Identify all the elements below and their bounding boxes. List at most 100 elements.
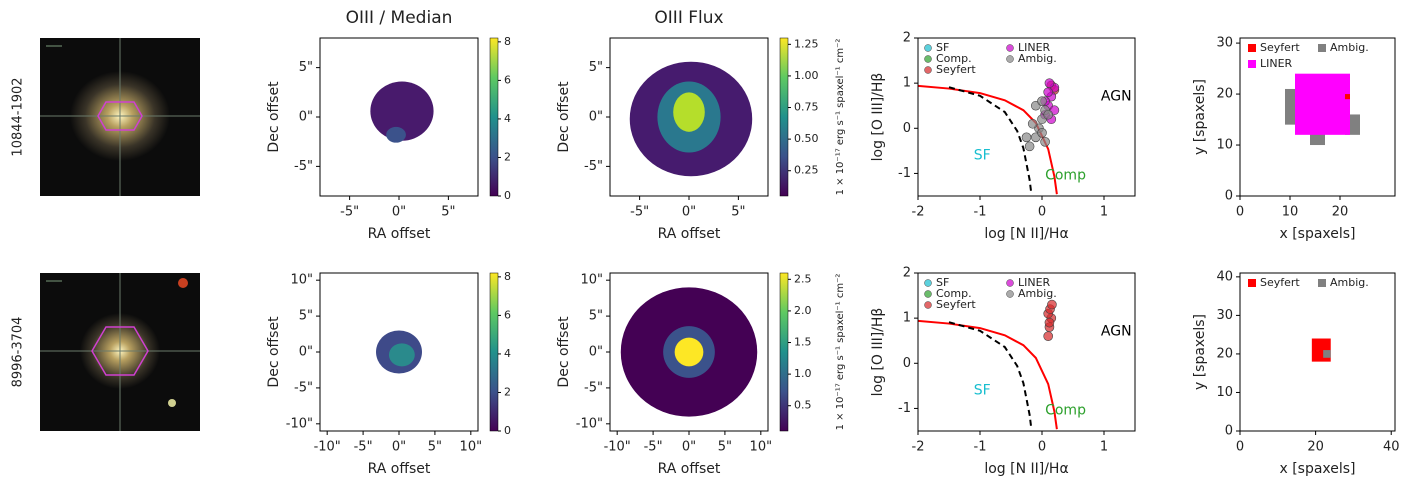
- legend-marker: [924, 279, 932, 287]
- row-label: 8996-3704: [11, 317, 26, 388]
- x-tick-label: 0": [682, 440, 696, 455]
- axes-frame: [917, 272, 1136, 432]
- legend-marker: [1006, 290, 1014, 298]
- legend-marker: [1248, 279, 1256, 287]
- y-tick-label: 0": [589, 110, 603, 125]
- plot-area: [918, 299, 1058, 430]
- x-tick-label: 10: [1282, 205, 1299, 220]
- panel: -2 -1 0 1 -1 0 1 2 log [N II]/Hα log [O III]/Hβ SF…: [870, 31, 1136, 242]
- panel: OIII / Median -5" 0" 5" -5" 0" 5" RA offset Dec …: [266, 8, 511, 242]
- y-tick-label: 5": [299, 60, 313, 75]
- annotation: AGN: [1101, 89, 1132, 105]
- y-tick-label: 0": [589, 345, 603, 360]
- colorbar-tick-label: 8: [504, 35, 511, 48]
- galaxy-image: [40, 273, 200, 431]
- legend-label: Ambig.: [1330, 276, 1369, 289]
- x-axis-label: x [spaxels]: [1279, 226, 1355, 242]
- data-point: [1027, 118, 1038, 129]
- y-tick-label: 5": [299, 309, 313, 324]
- colorbar: [779, 37, 789, 197]
- row-label: 10844-1902: [11, 77, 26, 156]
- annotation: SF: [974, 382, 991, 398]
- colorbar-tick-label: 6: [504, 308, 511, 321]
- data-point: [1044, 317, 1055, 328]
- y-tick-label: 2: [903, 266, 911, 281]
- colorbar-tick-label: 0.5: [794, 399, 812, 412]
- boundary-curve: [948, 86, 1033, 195]
- y-tick-label: 1: [903, 311, 911, 326]
- boundary-curve: [948, 321, 1033, 430]
- data-point: [1040, 137, 1050, 147]
- y-tick-label: 30: [1216, 36, 1233, 51]
- panel: -10" -5" 0" 5" 10" -10" -5" 0" 5" 10" RA offset Dec…: [556, 272, 846, 477]
- y-tick-label: 20: [1216, 87, 1233, 102]
- x-axis-label: RA offset: [658, 461, 721, 477]
- x-tick-label: 0": [392, 440, 406, 455]
- legend-label: Comp.: [936, 52, 972, 65]
- colorbar-tick-label: 0.75: [794, 101, 819, 114]
- y-tick-label: 20: [1216, 346, 1233, 361]
- x-axis-label: RA offset: [658, 226, 721, 242]
- data-point: [1024, 141, 1035, 152]
- panel: -2 -1 0 1 -1 0 1 2 log [N II]/Hα log [O III]/Hβ SF…: [870, 266, 1136, 477]
- legend-marker: [1006, 279, 1014, 287]
- legend-label: LINER: [1018, 41, 1051, 54]
- y-axis-label: log [O III]/Hβ: [870, 308, 886, 397]
- colorbar-tick-label: 1.0: [794, 367, 812, 380]
- annotation: Comp: [1045, 403, 1086, 419]
- legend-marker: [924, 44, 932, 52]
- x-tick-label: -5": [630, 205, 649, 220]
- plot-area: [1311, 338, 1331, 362]
- panel: 0 10 20 0 10 20 30 x [spaxels] y [spaxels] Seyfer…: [1192, 36, 1396, 242]
- y-tick-label: 5": [589, 60, 603, 75]
- y-tick-label: -1: [898, 401, 911, 416]
- data-point: [1037, 96, 1047, 106]
- map-region: [673, 92, 705, 132]
- y-axis-label: y [spaxels]: [1192, 314, 1208, 390]
- y-axis-label: log [O III]/Hβ: [870, 73, 886, 162]
- map-region: [370, 81, 434, 141]
- plot-area: [370, 81, 434, 143]
- x-axis-label: RA offset: [368, 461, 431, 477]
- x-tick-label: -2: [912, 205, 925, 220]
- legend-marker: [924, 55, 932, 63]
- colorbar-tick-label: 4: [504, 347, 511, 360]
- y-axis-label: Dec offset: [266, 81, 282, 153]
- legend-label: Seyfert: [1260, 276, 1300, 289]
- panel: OIII Flux -5" 0" 5" -5" 0" 5" RA offset Dec offs…: [556, 8, 846, 242]
- colorbar-label: 1 × 10⁻¹⁷ erg s⁻¹ spaxel⁻¹ cm⁻²: [835, 39, 846, 196]
- colorbar-tick-label: 0: [504, 189, 511, 202]
- x-tick-label: 0: [1236, 205, 1244, 220]
- colorbar-tick-label: 1.25: [794, 37, 819, 50]
- x-axis-label: RA offset: [368, 226, 431, 242]
- x-tick-label: -5": [340, 205, 359, 220]
- colorbar: [489, 272, 499, 432]
- y-axis-label: Dec offset: [556, 81, 572, 153]
- legend-marker: [1248, 44, 1256, 52]
- annotation: Comp: [1045, 168, 1086, 184]
- y-tick-label: 30: [1216, 308, 1233, 323]
- x-tick-label: 10": [750, 440, 773, 455]
- colorbar-label: 1 × 10⁻¹⁷ erg s⁻¹ spaxel⁻¹ cm⁻²: [835, 274, 846, 431]
- y-tick-label: 0": [299, 345, 313, 360]
- x-tick-label: 0: [1236, 440, 1244, 455]
- x-tick-label: 5": [718, 440, 732, 455]
- colorbar-tick-label: 0.50: [794, 132, 819, 145]
- legend-label: SF: [936, 41, 949, 54]
- x-axis-label: x [spaxels]: [1279, 461, 1355, 477]
- axes-frame: [917, 37, 1136, 197]
- colorbar: [489, 37, 499, 197]
- y-tick-label: 10: [1216, 138, 1233, 153]
- legend-label: Seyfert: [936, 298, 976, 311]
- plot-area: [918, 78, 1060, 195]
- legend-marker: [924, 301, 932, 309]
- x-tick-label: 0: [1038, 440, 1046, 455]
- chart-title: OIII Flux: [654, 8, 723, 28]
- legend-marker: [924, 290, 932, 298]
- x-tick-label: 40: [1383, 440, 1400, 455]
- y-tick-label: -5": [584, 159, 603, 174]
- y-tick-label: 0: [903, 356, 911, 371]
- legend-marker: [1006, 55, 1014, 63]
- colorbar-tick-label: 2.5: [794, 272, 812, 285]
- colorbar-tick-label: 2.0: [794, 304, 812, 317]
